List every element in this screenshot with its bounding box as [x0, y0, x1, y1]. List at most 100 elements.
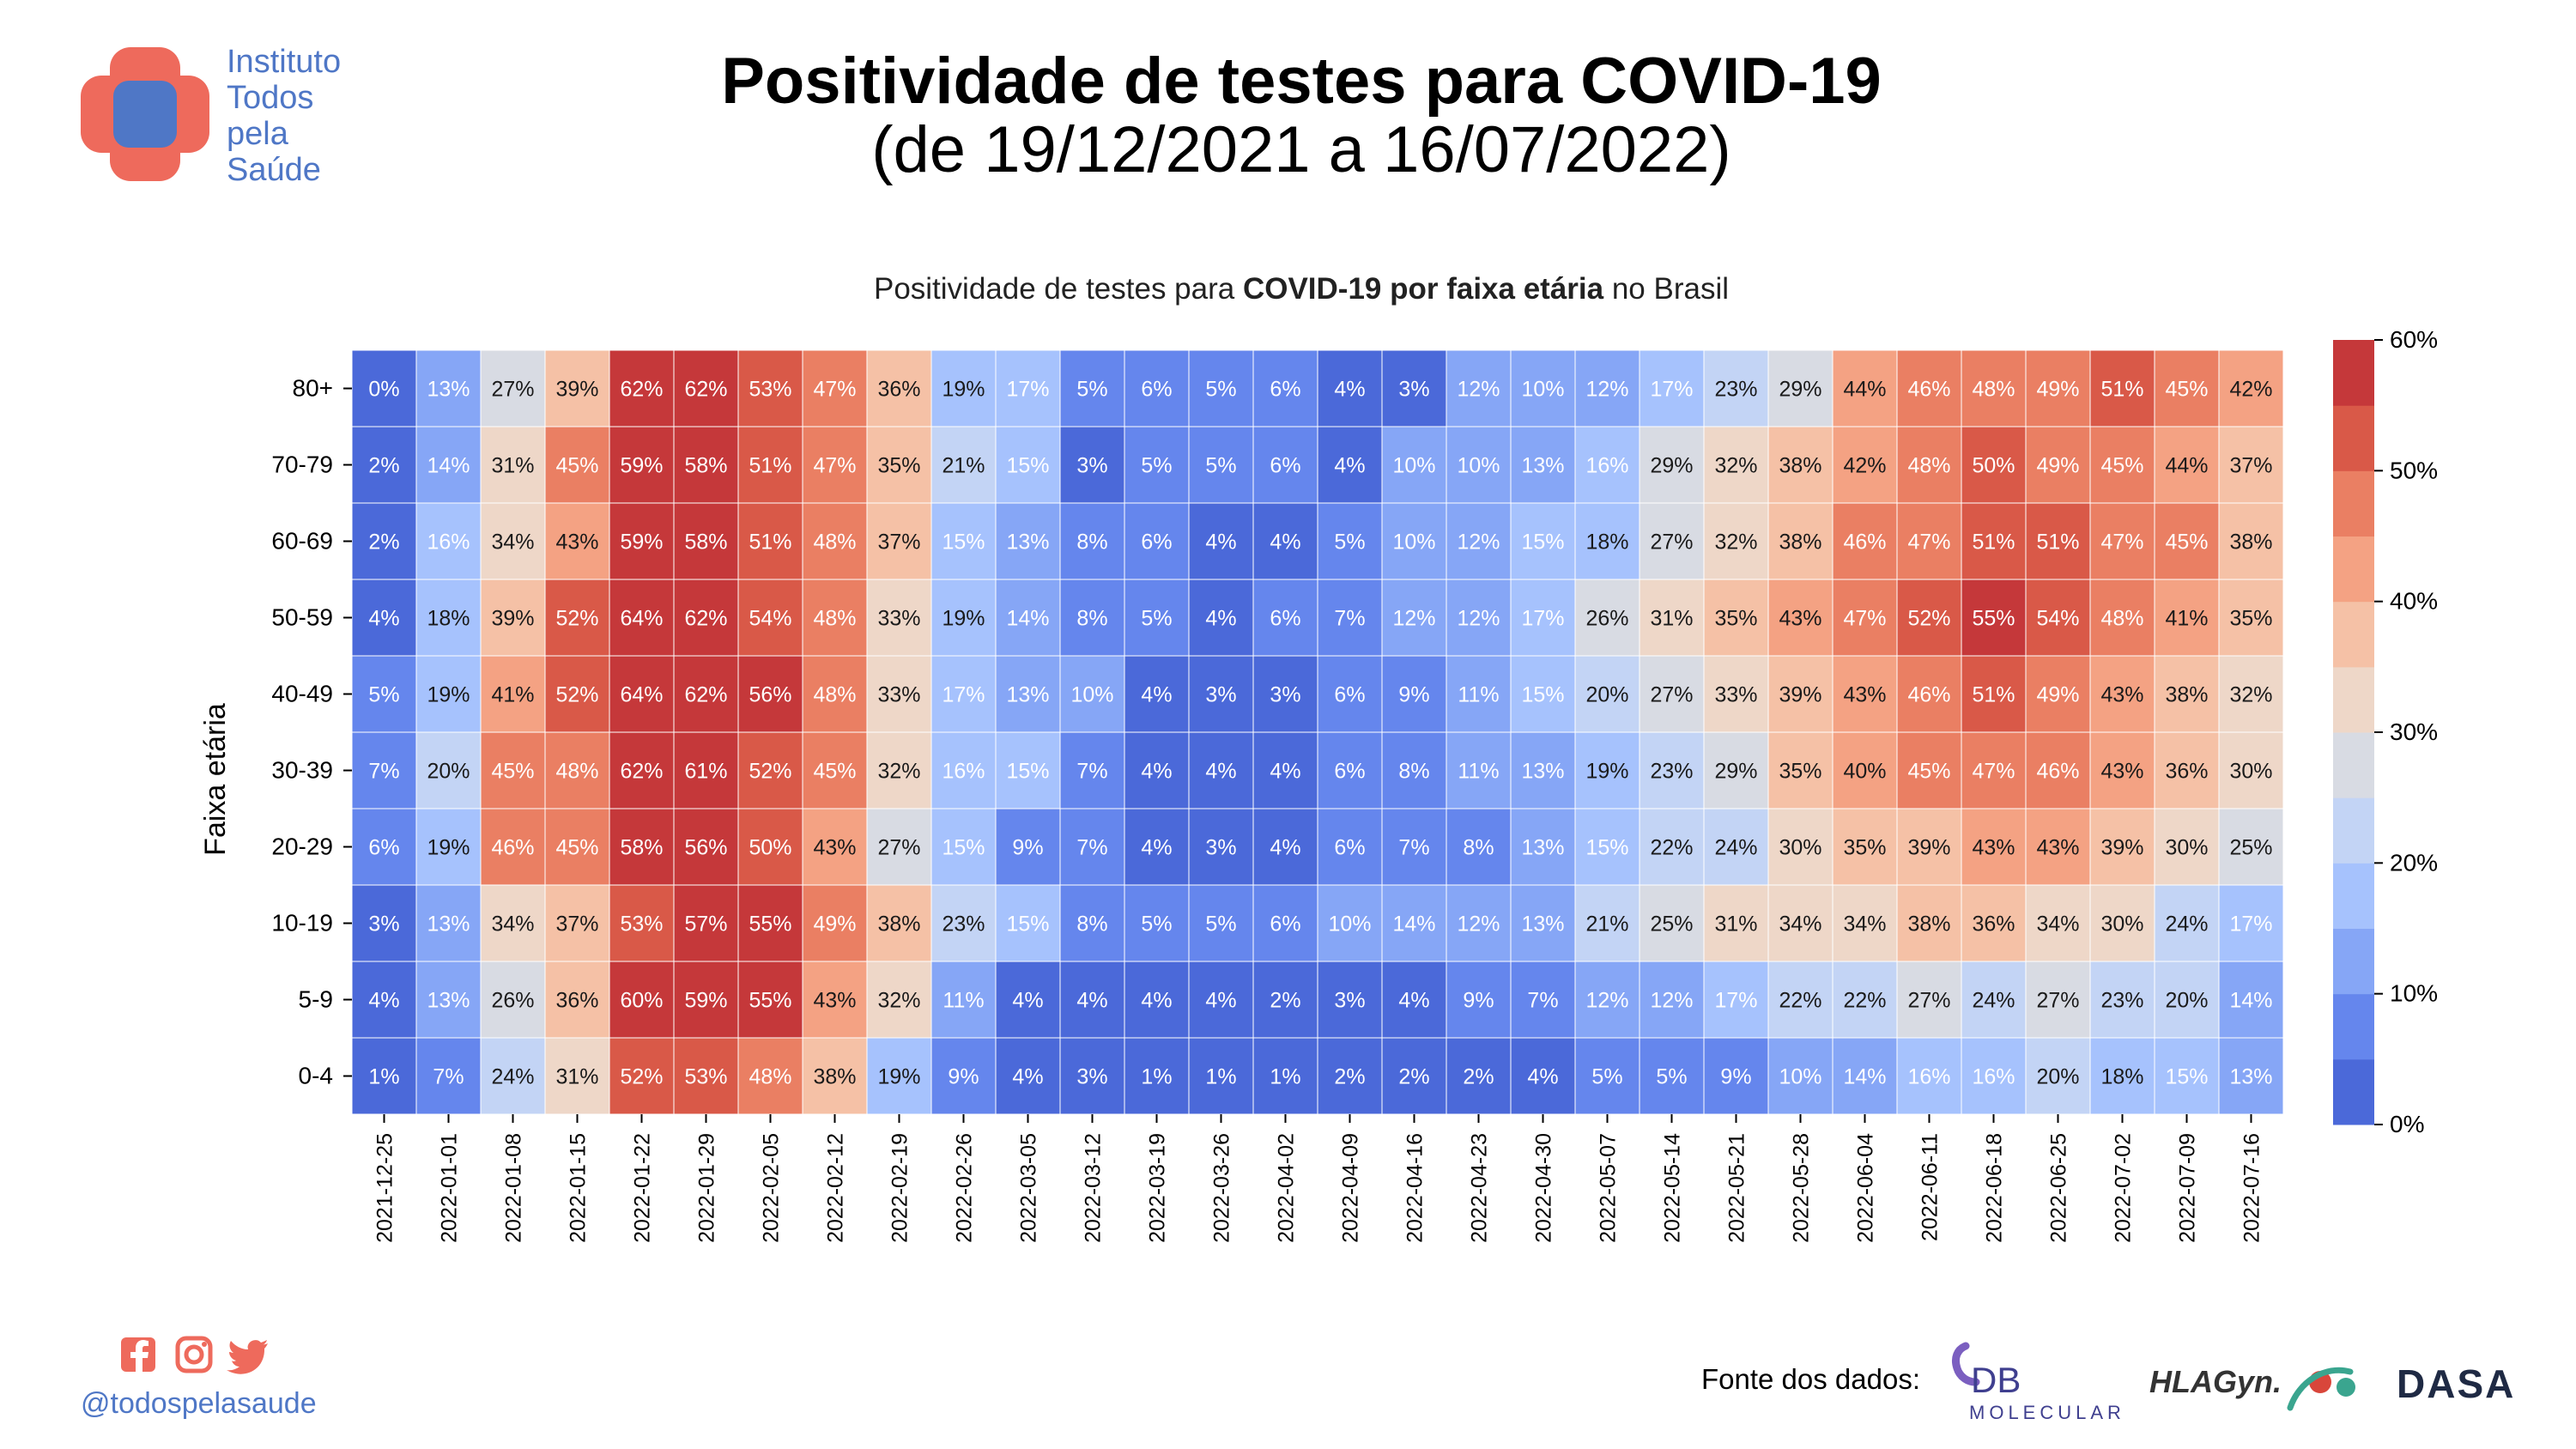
colorbar: 0% 10% 20% 30% 40% 50% 60% — [2333, 326, 2438, 1137]
heatmap-cell — [1832, 502, 1898, 580]
cell-value-label: 10% — [1328, 912, 1371, 937]
heatmap-cell — [1317, 502, 1383, 580]
heatmap-cell — [351, 731, 417, 809]
cell-value-label: 22% — [1843, 989, 1886, 1013]
cell-value-label: 14% — [1843, 1065, 1886, 1089]
heatmap-cell — [351, 579, 417, 657]
heatmap-cell — [802, 731, 868, 809]
heatmap-cell — [1832, 426, 1898, 504]
x-tick-label: 2022-05-28 — [1790, 1133, 1814, 1243]
heatmap-cell — [1703, 502, 1769, 580]
heatmap-cell — [2089, 1037, 2155, 1115]
cell-value-label: 31% — [491, 454, 534, 478]
cell-value-label: 46% — [1907, 378, 1950, 402]
cell-value-label: 21% — [1585, 912, 1628, 937]
cell-value-label: 13% — [1521, 836, 1564, 860]
heatmap-cell — [415, 731, 482, 809]
cell-value-label: 10% — [1521, 378, 1564, 402]
cell-value-label: 62% — [620, 378, 663, 402]
heatmap-cell — [1574, 884, 1640, 962]
cell-value-label: 12% — [1457, 530, 1500, 555]
cell-value-label: 48% — [2100, 607, 2143, 631]
cell-value-label: 16% — [427, 530, 470, 555]
heatmap-cell — [2218, 884, 2284, 962]
cell-value-label: 36% — [877, 378, 920, 402]
chart-title-part: Positividade de testes para — [874, 272, 1243, 306]
heatmap-cell — [1832, 884, 1898, 962]
heatmap-cell — [1446, 808, 1512, 886]
cell-value-label: 43% — [555, 530, 598, 555]
heatmap-cell — [802, 961, 868, 1039]
colorbar-tick-label: 60% — [2390, 326, 2438, 353]
cell-value-label: 17% — [942, 683, 985, 707]
cell-value-label: 15% — [1585, 836, 1628, 860]
cell-value-label: 22% — [1779, 989, 1821, 1013]
heatmap-cell — [2154, 884, 2220, 962]
heatmap-cell — [2025, 655, 2091, 733]
cell-value-label: 22% — [1650, 836, 1693, 860]
heatmap-cell — [2025, 579, 2091, 657]
cell-value-label: 55% — [1972, 607, 2015, 631]
heatmap-cell — [1188, 808, 1254, 886]
colorbar-bin — [2333, 993, 2374, 1060]
heatmap-cell — [1059, 579, 1125, 657]
heatmap-cell — [737, 961, 803, 1039]
cell-value-label: 13% — [427, 912, 470, 937]
cell-value-label: 38% — [877, 912, 920, 937]
cell-value-label: 20% — [1585, 683, 1628, 707]
heatmap-cell — [1252, 502, 1318, 580]
heatmap-cell — [2154, 731, 2220, 809]
cell-value-label: 38% — [2229, 530, 2272, 555]
cell-value-label: 43% — [813, 989, 856, 1013]
y-tick-label: 60-69 — [271, 528, 333, 555]
cell-value-label: 14% — [427, 454, 470, 478]
cell-value-label: 43% — [2036, 836, 2079, 860]
x-tick-label: 2022-01-08 — [502, 1133, 526, 1243]
cell-value-label: 17% — [1650, 378, 1693, 402]
cell-value-label: 9% — [1463, 989, 1494, 1013]
facebook-icon[interactable] — [121, 1337, 155, 1372]
heatmap-cell — [1446, 579, 1512, 657]
cell-value-label: 30% — [2229, 760, 2272, 784]
cell-value-label: 12% — [1650, 989, 1693, 1013]
cell-value-label: 4% — [1012, 989, 1043, 1013]
twitter-icon[interactable] — [227, 1340, 268, 1374]
heatmap-cell — [1961, 731, 2027, 809]
heatmap-cell — [2154, 349, 2220, 427]
cell-value-label: 4% — [1205, 530, 1236, 555]
cell-value-label: 34% — [491, 530, 534, 555]
heatmap-cell — [2089, 349, 2155, 427]
heatmap-cell — [1188, 502, 1254, 580]
cell-value-label: 13% — [1521, 912, 1564, 937]
cell-value-label: 14% — [1006, 607, 1049, 631]
cell-value-label: 29% — [1779, 378, 1821, 402]
cell-value-label: 46% — [1843, 530, 1886, 555]
social-handle[interactable]: @todospelasaude — [81, 1387, 317, 1420]
cell-value-label: 5% — [1141, 454, 1172, 478]
cell-value-label: 7% — [1398, 836, 1429, 860]
org-name-line: pela — [227, 116, 289, 152]
instagram-icon[interactable] — [175, 1336, 213, 1373]
heatmap: 0% 13% 27% 39% 62% 62% 53% 47% 36% 19% 17% 5% 6% 5% 6%… — [351, 349, 2284, 1115]
heatmap-cell — [1317, 349, 1383, 427]
cell-value-label: 29% — [1650, 454, 1693, 478]
cell-value-label: 61% — [684, 760, 727, 784]
y-tick-label: 50-59 — [271, 604, 333, 631]
cell-value-label: 37% — [2229, 454, 2272, 478]
cell-value-label: 16% — [1585, 454, 1628, 478]
cell-value-label: 11% — [1458, 683, 1499, 707]
cell-value-label: 38% — [813, 1065, 856, 1089]
heatmap-cell — [1832, 961, 1898, 1039]
cell-value-label: 2% — [1463, 1065, 1494, 1089]
cell-value-label: 48% — [1972, 378, 2015, 402]
cell-value-label: 12% — [1585, 378, 1628, 402]
cell-value-label: 6% — [1270, 378, 1300, 402]
cell-value-label: 4% — [368, 989, 399, 1013]
cell-value-label: 6% — [1270, 607, 1300, 631]
cell-value-label: 4% — [1141, 989, 1172, 1013]
colorbar-tick-label: 50% — [2390, 457, 2438, 483]
heatmap-cell — [544, 349, 610, 427]
db-logo-subtext: MOLECULAR — [1969, 1402, 2125, 1423]
cell-value-label: 23% — [942, 912, 985, 937]
cell-value-label: 48% — [1907, 454, 1950, 478]
